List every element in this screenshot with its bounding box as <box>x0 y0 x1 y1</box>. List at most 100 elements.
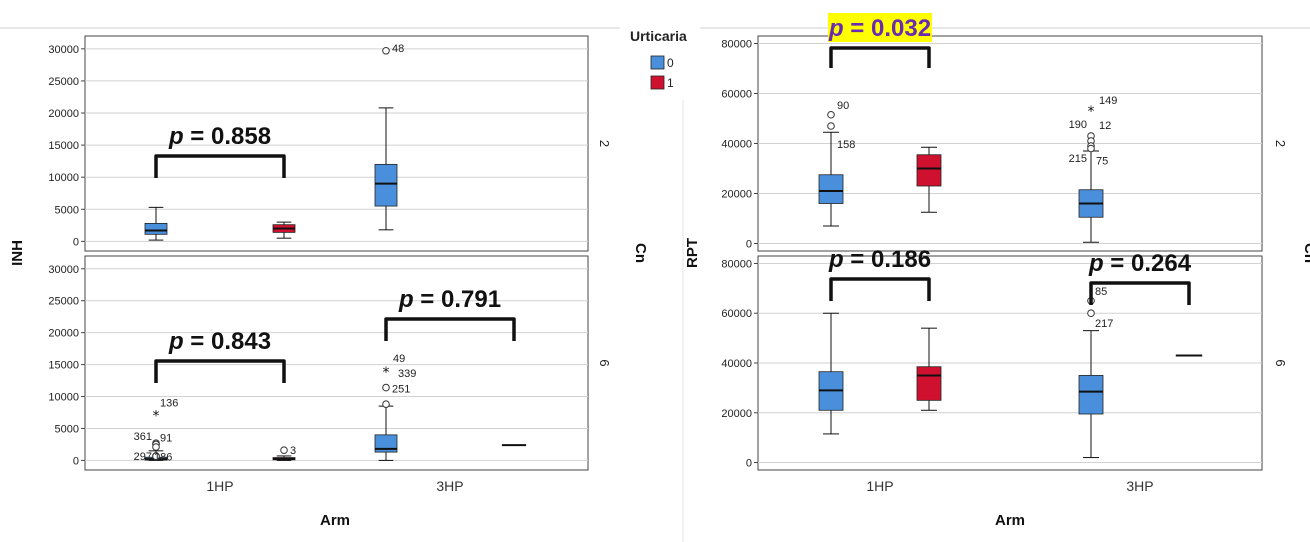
p-value-text: = 0.843 <box>184 328 271 355</box>
y-tick-label: 15000 <box>48 140 79 152</box>
y-tick-label: 5000 <box>55 423 79 435</box>
y-tick-label: 20000 <box>48 108 79 120</box>
y-tick-label: 0 <box>73 455 79 467</box>
p-value-text: = 0.032 <box>844 15 931 42</box>
box-iqr <box>144 223 168 235</box>
y-tick-label: 20000 <box>721 408 752 420</box>
significance-bracket <box>829 46 931 68</box>
outlier-circle <box>382 46 390 55</box>
x-tick-label: 1HP <box>866 478 893 494</box>
significance-bracket <box>829 277 931 301</box>
y-tick-label: 30000 <box>48 264 79 276</box>
panel-strip-label: 6 <box>1273 359 1288 366</box>
y-tick-label: 10000 <box>48 172 79 184</box>
panel-strip-label: 2 <box>597 140 612 147</box>
p-value-text: = 0.186 <box>844 246 931 273</box>
outlier-circle <box>1087 144 1095 153</box>
outlier-circle <box>152 452 160 461</box>
outlier-label: 12 <box>1099 120 1111 132</box>
outlier-label: 149 <box>1099 95 1117 107</box>
outlier-label: 186 <box>154 451 172 463</box>
significance-bracket <box>384 317 516 341</box>
outlier-label: 49 <box>393 353 405 365</box>
p-value-label: p = 0.791 <box>398 286 501 313</box>
outlier-circle <box>280 446 288 454</box>
significance-bracket <box>154 359 286 383</box>
outlier-star: * <box>1088 104 1095 120</box>
p-symbol: p <box>1088 250 1104 277</box>
box-iqr <box>916 154 942 187</box>
p-value-text: = 0.858 <box>184 123 271 150</box>
y-tick-label: 25000 <box>48 76 79 88</box>
y-tick-label: 80000 <box>721 258 752 270</box>
y-tick-label: 60000 <box>721 89 752 101</box>
x-tick-label: 3HP <box>1126 478 1153 494</box>
outlier-label: 90 <box>837 100 849 112</box>
p-value-label: p = 0.032 <box>828 15 931 42</box>
y-tick-label: 15000 <box>48 360 79 372</box>
significance-bracket <box>1089 281 1191 305</box>
p-symbol: p <box>398 286 414 313</box>
panel-strip-label: 6 <box>597 359 612 366</box>
y-tick-label: 25000 <box>48 296 79 308</box>
panel-frame <box>84 35 589 252</box>
p-value-label: p = 0.858 <box>168 123 271 150</box>
x-tick-label: 3HP <box>436 478 463 494</box>
p-symbol: p <box>828 15 844 42</box>
panel-frame <box>84 255 589 471</box>
outlier-label: 297 <box>134 451 152 463</box>
outlier-label: 217 <box>1095 318 1113 330</box>
outlier-label: 215 <box>1069 153 1087 165</box>
outlier-label: 339 <box>398 368 416 380</box>
p-value-text: = 0.264 <box>1104 250 1192 277</box>
outlier-circle <box>152 443 160 451</box>
outlier-label: 361 <box>134 431 152 443</box>
p-symbol: p <box>828 246 844 273</box>
y-tick-label: 20000 <box>721 189 752 201</box>
legend: Urticaria 0 1 <box>630 28 687 90</box>
legend-title: Urticaria <box>630 28 687 44</box>
legend-swatch-0 <box>650 55 665 70</box>
y-tick-label: 30000 <box>48 44 79 56</box>
x-axis-title: Arm <box>995 512 1025 529</box>
outlier-star: * <box>153 408 160 424</box>
box-iqr <box>818 174 844 204</box>
box-iqr <box>374 163 398 207</box>
p-value-text: = 0.791 <box>414 286 501 313</box>
box-iqr <box>916 366 942 401</box>
panel-strip-title: Cn <box>632 243 649 263</box>
outlier-circle <box>1087 309 1095 318</box>
panel-strip-title: Cn <box>1301 243 1310 263</box>
panel-strip-label: 2 <box>1273 140 1288 147</box>
outlier-label: 48 <box>392 43 404 55</box>
y-tick-label: 40000 <box>721 139 752 151</box>
outlier-circle <box>382 383 390 392</box>
legend-swatch-1 <box>650 75 665 90</box>
outlier-label: 85 <box>1095 286 1107 298</box>
y-tick-label: 40000 <box>721 358 752 370</box>
y-axis-title: INH <box>9 240 26 266</box>
y-axis-title: RPT <box>684 238 701 268</box>
y-tick-label: 80000 <box>721 39 752 51</box>
legend-label-1: 1 <box>667 76 674 90</box>
y-tick-label: 0 <box>73 236 79 248</box>
outlier-label: 91 <box>160 432 172 444</box>
outlier-circle <box>827 110 835 119</box>
y-tick-label: 10000 <box>48 392 79 404</box>
outlier-circle <box>382 400 390 409</box>
p-value-label: p = 0.186 <box>828 246 931 273</box>
x-tick-label: 1HP <box>206 478 233 494</box>
y-tick-label: 0 <box>746 239 752 251</box>
p-symbol: p <box>168 328 184 355</box>
x-axis-title: Arm <box>320 512 350 529</box>
p-value-highlight <box>828 13 932 42</box>
y-tick-label: 20000 <box>48 328 79 340</box>
outlier-label: 251 <box>392 384 410 396</box>
y-tick-label: 60000 <box>721 308 752 320</box>
outlier-label: 158 <box>837 139 855 151</box>
outlier-label: 190 <box>1069 119 1087 131</box>
outlier-label: 3 <box>290 445 296 457</box>
p-value-label: p = 0.264 <box>1088 250 1192 277</box>
y-tick-label: 5000 <box>55 204 79 216</box>
